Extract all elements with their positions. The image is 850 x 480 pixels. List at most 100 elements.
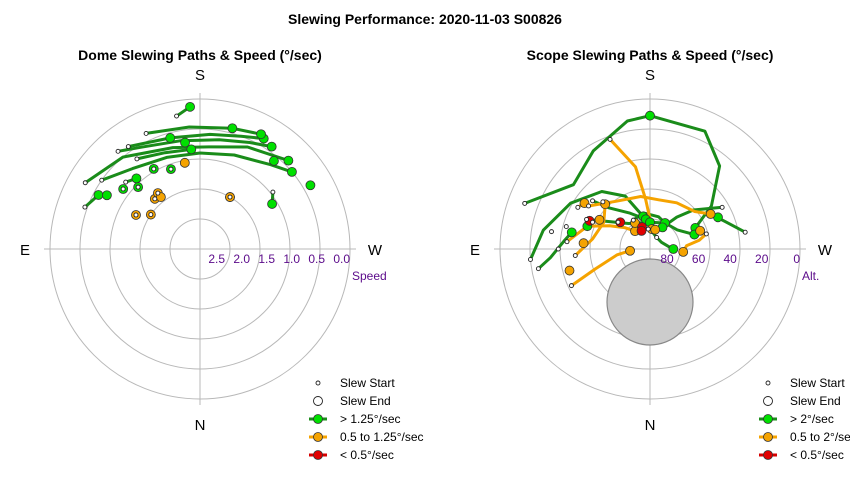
scope-radial-tick-label: 40 [723,252,737,266]
scope-slew-start-marker [522,200,528,206]
dome-slew-path-fast [135,147,193,161]
dome-chart-title: Dome Slewing Paths & Speed (°/sec) [78,47,322,63]
dome-radial-ticks: 2.5 2.0 1.5 1.0 0.5 0.0 [208,252,350,266]
dome-slew-end-marker [269,156,279,166]
dome-slew-start-marker [227,194,233,200]
scope-compass-left: E [470,242,480,259]
scope-slew-start-marker [535,266,541,272]
scope-slew-path-mid [587,195,713,216]
dome-slew-start-marker [125,144,131,150]
dome-slew-start-marker [82,204,88,210]
dome-slew-end-marker [131,173,142,184]
scope-legend-label-end: Slew End [790,394,841,408]
dome-slew-end-marker [227,123,238,134]
dome-slew-paths [82,101,316,220]
dome-legend-label-start: Slew Start [340,376,395,390]
dome-slew-start-marker [270,189,276,195]
scope-legend-marker-fast [763,414,773,424]
dome-slew-start-marker [123,179,129,185]
dome-slew-start-marker [133,212,139,218]
dome-slew-start-marker [168,166,174,172]
dome-slew-start-marker [143,130,149,136]
dome-slew-start-marker [174,113,180,119]
scope-legend-label-mid: 0.5 to 2°/sec [790,430,850,444]
dome-compass-bottom: N [195,417,206,434]
dome-legend-marker-mid [313,432,323,442]
scope-compass-right: W [818,242,833,259]
dome-slew-end-marker [179,157,190,168]
scope-slew-start-marker [607,136,613,142]
scope-radial-tick-label: 0 [793,252,800,266]
dome-polar-grid [44,93,356,405]
scope-legend-label-fast: > 2°/sec [790,412,834,426]
scope-slew-start-marker [719,204,725,210]
dome-slew-end-marker [266,141,277,152]
scope-slew-path-mid [565,224,637,244]
dome-slew-start-marker [152,196,158,202]
scope-compass-top: S [645,67,655,84]
dome-legend-end-marker [313,396,323,406]
dome-legend-label-slow: < 0.5°/sec [340,448,394,462]
scope-chart-title: Scope Slewing Paths & Speed (°/sec) [527,47,774,63]
scope-slew-end-marker [578,238,589,249]
figure-title: Slewing Performance: 2020-11-03 S00826 [288,11,562,27]
dome-legend: Slew Start Slew End > 1.25°/sec 0.5 to 1.25… [309,376,424,462]
dome-slew-end-marker [185,101,195,112]
scope-radial-axis-label: Alt. [802,269,819,283]
dome-radial-tick-label: 2.5 [208,252,225,266]
dome-slew-start-marker [151,166,157,172]
dome-slew-start-marker [148,212,154,218]
dome-slew-end-marker [165,133,176,143]
scope-radial-ticks: 80 60 40 20 0 [660,252,800,266]
scope-slew-end-marker [564,265,575,276]
scope-slew-start-marker [630,217,636,223]
scope-slew-end-marker [625,245,635,256]
scope-legend-end-marker [763,396,773,406]
scope-slew-start-marker [569,283,574,289]
dome-slew-end-marker [287,166,297,177]
scope-radial-tick-label: 80 [660,252,674,266]
dome-radial-tick-label: 1.5 [258,252,275,266]
dome-legend-label-end: Slew End [340,394,391,408]
dome-slew-start-marker [120,186,126,192]
dome-slew-end-marker [93,190,104,200]
dome-radial-tick-label: 1.0 [283,252,300,266]
dome-slew-end-marker [305,180,316,191]
dome-slew-path-fast [116,138,274,153]
scope-slew-start-marker [572,253,578,258]
scope-horizon-limit [606,258,694,346]
scope-slew-start-marker [600,199,606,205]
scope-slew-end-marker [705,209,716,219]
scope-slew-end-marker [668,244,679,254]
dome-slew-path-fast [144,125,263,136]
dome-compass-left: E [20,242,30,259]
dome-slew-end-marker [267,199,277,209]
dome-slew-start-marker [82,180,88,186]
dome-slew-path-fast [100,151,294,182]
dome-slew-end-marker [186,144,197,155]
scope-legend: Slew Start Slew End > 2°/sec 0.5 to 2°/sec <… [759,376,850,462]
scope-slew-paths [522,110,748,289]
scope-slew-start-marker [584,216,590,222]
scope-slew-start-marker [645,226,651,232]
dome-legend-label-fast: > 1.25°/sec [340,412,401,426]
scope-slew-start-marker [563,224,569,230]
dome-radial-tick-label: 0.5 [308,252,325,266]
dome-slew-start-marker [115,148,121,154]
dome-slew-start-marker [135,184,141,190]
dome-compass-top: S [195,67,205,84]
dome-radial-tick-label: 2.0 [233,252,250,266]
scope-legend-label-slow: < 0.5°/sec [790,448,844,462]
dome-slew-start-marker [99,177,105,183]
scope-legend-marker-mid [763,432,773,442]
dome-legend-start-marker [315,380,321,386]
dome-compass-right: W [368,242,383,259]
dome-slew-end-marker [283,155,294,166]
scope-legend-label-start: Slew Start [790,376,845,390]
dome-slew-start-marker [155,190,161,196]
dome-radial-tick-label: 0.0 [333,252,350,266]
scope-slew-start-marker [575,204,581,210]
dome-slew-end-marker [180,137,190,148]
dome-legend-marker-fast [313,414,323,424]
